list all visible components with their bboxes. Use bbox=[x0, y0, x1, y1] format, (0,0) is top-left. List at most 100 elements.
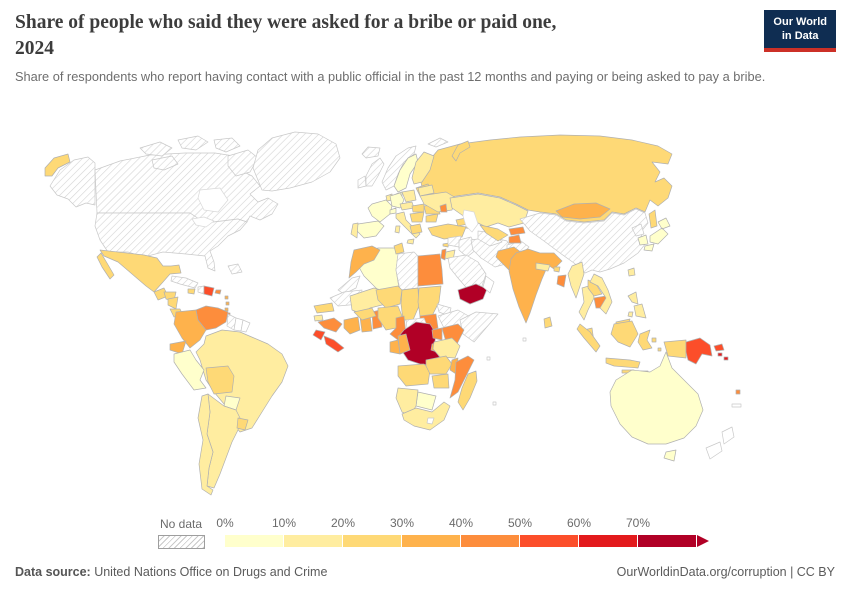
country-madagascar[interactable] bbox=[457, 370, 478, 411]
legend-no-data-swatch[interactable] bbox=[158, 535, 205, 549]
country-botswana[interactable] bbox=[415, 391, 437, 411]
country-north-korea[interactable] bbox=[631, 223, 645, 237]
country-kyrgyzstan[interactable] bbox=[508, 226, 526, 236]
country-tanzania[interactable] bbox=[432, 337, 461, 359]
country-cyprus[interactable] bbox=[442, 242, 450, 248]
legend-bin-60-70%[interactable] bbox=[579, 535, 637, 547]
country-new-zealand[interactable] bbox=[705, 426, 735, 460]
country-tunisia[interactable] bbox=[393, 242, 405, 255]
country-solomon-islands[interactable] bbox=[717, 352, 729, 361]
country-ukraine[interactable] bbox=[419, 191, 457, 213]
country-canadian-arctic-islands[interactable] bbox=[139, 135, 259, 177]
country-zimbabwe[interactable] bbox=[431, 373, 450, 389]
country-india[interactable] bbox=[508, 248, 563, 324]
country-angola[interactable] bbox=[397, 363, 431, 387]
country-france[interactable] bbox=[367, 199, 393, 223]
country-uruguay[interactable] bbox=[236, 417, 249, 431]
country-niger[interactable] bbox=[375, 285, 403, 309]
country-jamaica[interactable] bbox=[187, 288, 196, 295]
country-mauritius[interactable] bbox=[492, 401, 497, 406]
legend-bin-30-40%[interactable] bbox=[402, 535, 460, 547]
country-chile[interactable] bbox=[197, 393, 214, 496]
legend-bin-0-10%[interactable] bbox=[225, 535, 283, 547]
country-french-guiana[interactable] bbox=[240, 319, 251, 333]
country-israel[interactable] bbox=[440, 248, 447, 261]
country-guinea-bissau[interactable] bbox=[313, 314, 324, 322]
country-australia[interactable] bbox=[609, 351, 704, 462]
country-morocco[interactable] bbox=[348, 245, 381, 279]
country-puerto-rico[interactable] bbox=[214, 289, 222, 295]
country-switzerland[interactable] bbox=[389, 207, 397, 215]
country-alaska[interactable] bbox=[49, 156, 96, 208]
owid-logo[interactable]: Our World in Data bbox=[764, 10, 836, 52]
country-moldova[interactable] bbox=[439, 203, 448, 213]
country-novaya-zemlya[interactable] bbox=[451, 140, 471, 162]
country-sierra-leone[interactable] bbox=[312, 329, 326, 341]
country-saudi-arabia[interactable] bbox=[447, 254, 487, 293]
legend-bin-20-30%[interactable] bbox=[343, 535, 401, 547]
country-vietnam[interactable] bbox=[589, 273, 613, 315]
country-oman[interactable] bbox=[482, 275, 495, 294]
country-belarus[interactable] bbox=[417, 184, 435, 197]
country-japan[interactable] bbox=[643, 217, 671, 252]
country-sri-lanka[interactable] bbox=[543, 316, 553, 329]
country-bulgaria[interactable] bbox=[425, 213, 439, 223]
country-uzbekistan[interactable] bbox=[479, 224, 509, 242]
country-balkans[interactable] bbox=[409, 211, 425, 223]
footer-credit[interactable]: OurWorldinData.org/corruption | CC BY bbox=[616, 565, 835, 579]
country-burkina-faso[interactable] bbox=[353, 307, 377, 321]
country-mexico[interactable] bbox=[96, 249, 182, 293]
country-iceland[interactable] bbox=[361, 146, 381, 159]
country-chad[interactable] bbox=[400, 287, 420, 321]
country-mozambique[interactable] bbox=[449, 355, 475, 399]
country-nepal[interactable] bbox=[535, 262, 551, 272]
country-svalbard[interactable] bbox=[427, 137, 449, 148]
country-yemen[interactable] bbox=[457, 283, 488, 305]
country-colombia[interactable] bbox=[173, 309, 207, 349]
legend-bin-40-50%[interactable] bbox=[461, 535, 519, 547]
country-philippines[interactable] bbox=[627, 291, 647, 319]
country-cote-divoire[interactable] bbox=[343, 316, 361, 335]
country-vanuatu[interactable] bbox=[735, 389, 741, 395]
country-congo[interactable] bbox=[397, 333, 411, 355]
legend-bin-70%+[interactable] bbox=[638, 535, 696, 547]
country-turkey[interactable] bbox=[427, 223, 467, 240]
country-maldives[interactable] bbox=[522, 337, 527, 342]
legend-bin-10-20%[interactable] bbox=[284, 535, 342, 547]
country-lesotho[interactable] bbox=[426, 417, 435, 425]
country-uganda[interactable] bbox=[431, 327, 443, 341]
country-italy[interactable] bbox=[394, 211, 421, 245]
country-papua-new-guinea[interactable] bbox=[685, 337, 725, 365]
country-senegal[interactable] bbox=[313, 302, 335, 314]
country-myanmar[interactable] bbox=[567, 261, 585, 299]
country-bahamas[interactable] bbox=[227, 263, 243, 275]
country-finland[interactable] bbox=[411, 151, 435, 185]
country-chukotka-russia[interactable] bbox=[44, 153, 71, 177]
country-sakhalin[interactable] bbox=[648, 209, 658, 229]
country-bhutan[interactable] bbox=[553, 266, 561, 273]
country-portugal[interactable] bbox=[350, 222, 359, 239]
country-liberia[interactable] bbox=[323, 335, 345, 353]
country-russia[interactable] bbox=[419, 134, 673, 223]
country-greenland[interactable] bbox=[252, 131, 341, 192]
country-hungary-slovakia[interactable] bbox=[411, 203, 425, 213]
country-taiwan[interactable] bbox=[627, 267, 636, 277]
country-south-africa[interactable] bbox=[401, 401, 451, 431]
country-ireland[interactable] bbox=[357, 175, 367, 189]
country-united-kingdom[interactable] bbox=[365, 157, 385, 187]
country-seychelles[interactable] bbox=[486, 356, 491, 361]
country-spain[interactable] bbox=[355, 220, 385, 239]
country-south-korea[interactable] bbox=[637, 234, 649, 246]
country-poland[interactable] bbox=[401, 189, 417, 203]
country-greece[interactable] bbox=[409, 223, 423, 235]
country-sudan[interactable] bbox=[417, 285, 442, 317]
country-libya[interactable] bbox=[395, 251, 419, 291]
country-brazil[interactable] bbox=[195, 329, 289, 433]
country-mongolia[interactable] bbox=[555, 202, 611, 220]
country-tajikistan[interactable] bbox=[508, 234, 522, 244]
country-peru[interactable] bbox=[173, 349, 207, 391]
country-egypt[interactable] bbox=[417, 253, 444, 287]
country-guinea[interactable] bbox=[317, 317, 343, 333]
country-lesser-antilles[interactable] bbox=[224, 295, 230, 312]
